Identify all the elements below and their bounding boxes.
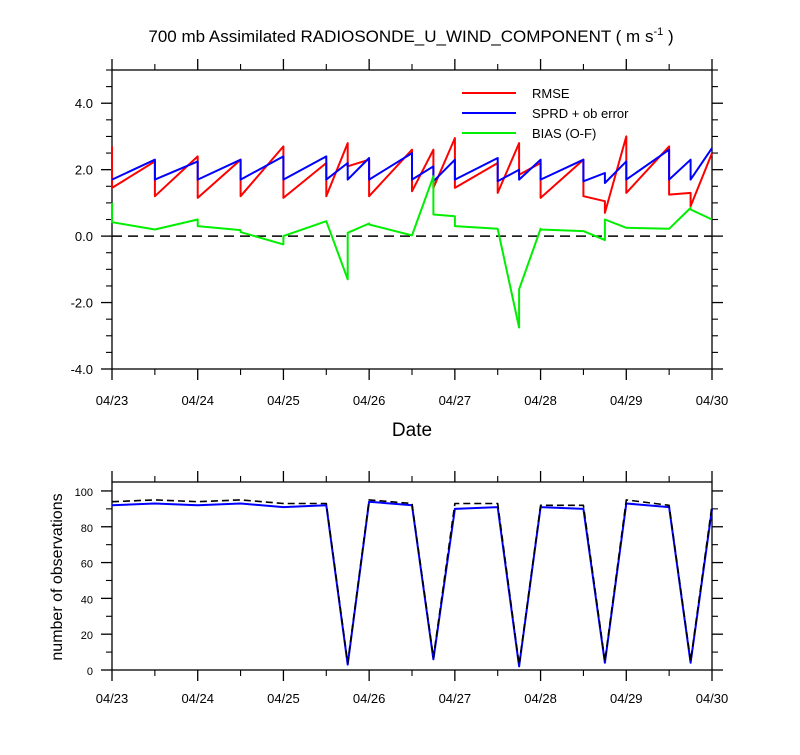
bottom-y-tick-label: 100 — [75, 487, 93, 499]
bottom-y-tick-label: 0 — [87, 666, 93, 678]
bottom-x-tick-label: 04/29 — [610, 691, 643, 706]
chart-title-superscript: -1 — [653, 26, 663, 38]
top-x-tick-label: 04/24 — [181, 393, 214, 408]
legend-label-2: SPRD + ob error — [532, 106, 629, 121]
bottom-x-tick-label: 04/24 — [181, 691, 214, 706]
legend-label-1: RMSE — [532, 86, 570, 101]
chart-title-main: 700 mb Assimilated RADIOSONDE_U_WIND_COM… — [148, 27, 653, 46]
top-x-tick-label: 04/23 — [96, 393, 129, 408]
bottom-y-tick-label: 40 — [81, 594, 93, 606]
chart-title-end: ) — [663, 27, 673, 46]
top-x-tick-label: 04/25 — [267, 393, 300, 408]
top-x-axis-label: Date — [392, 420, 432, 441]
top-x-tick-label: 04/27 — [439, 393, 472, 408]
bottom-x-tick-label: 04/26 — [353, 691, 386, 706]
top-y-tick-label: 0.0 — [75, 229, 93, 244]
chart-title: 700 mb Assimilated RADIOSONDE_U_WIND_COM… — [148, 26, 673, 46]
top-series-line-2 — [111, 147, 713, 184]
bottom-x-tick-label: 04/27 — [439, 691, 472, 706]
top-y-tick-label: -4.0 — [71, 362, 93, 377]
legend-label-3: BIAS (O-F) — [532, 126, 596, 141]
top-legend: RMSE SPRD + ob error BIAS (O-F) — [462, 86, 629, 141]
top-x-tick-label: 04/26 — [353, 393, 386, 408]
bottom-x-tick-label: 04/25 — [267, 691, 300, 706]
top-y-tick-label: 2.0 — [75, 163, 93, 178]
top-series-line-3 — [111, 175, 713, 329]
bottom-y-tick-label: 60 — [81, 559, 93, 571]
bottom-x-tick-label: 04/30 — [696, 691, 729, 706]
bottom-series-line-2 — [111, 499, 713, 666]
top-x-tick-label: 04/30 — [696, 393, 729, 408]
bottom-y-axis-label: number of observations — [49, 493, 66, 660]
bottom-x-tick-label: 04/23 — [96, 691, 129, 706]
top-y-tick-label: 4.0 — [75, 96, 93, 111]
bottom-y-tick-label: 20 — [81, 630, 93, 642]
bottom-series-line-1 — [111, 500, 713, 668]
top-x-tick-label: 04/28 — [524, 393, 557, 408]
bottom-x-tick-label: 04/28 — [524, 691, 557, 706]
bottom-y-tick-label: 80 — [81, 523, 93, 535]
top-x-tick-label: 04/29 — [610, 393, 643, 408]
bottom-plot: 04/23 04/24 04/25 04/26 04/27 04/28 04/29 04/30… — [75, 471, 729, 706]
top-plot: 04/23 04/24 04/25 04/26 04/27 04/28 04/29 04/30… — [71, 59, 729, 408]
top-y-tick-label: -2.0 — [71, 296, 93, 311]
